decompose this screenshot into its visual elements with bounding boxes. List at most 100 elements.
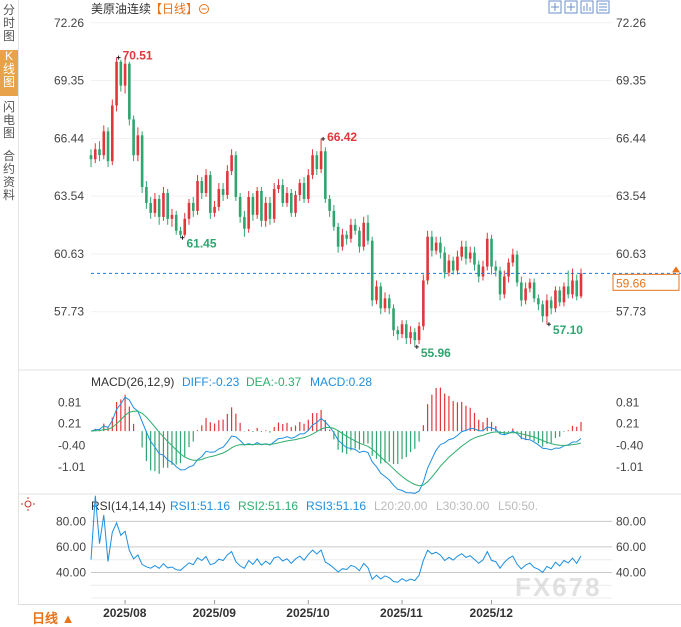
candle-body	[332, 210, 336, 227]
price-tick-right: 57.73	[616, 305, 646, 319]
candle-body	[243, 216, 246, 229]
tab-contract-info[interactable]: 合约资料	[0, 150, 18, 210]
tab-timeshare[interactable]: 分时图	[0, 4, 18, 44]
period-selector-button[interactable]: 日线 ▲	[32, 611, 75, 626]
watermark: FX678	[515, 572, 602, 602]
candle-body	[264, 202, 267, 221]
sun-icon[interactable]	[21, 497, 35, 511]
candle-body	[289, 192, 293, 213]
candle-body	[89, 155, 93, 160]
candle-body	[515, 254, 519, 283]
candle-body	[157, 198, 161, 217]
candle-body	[405, 324, 408, 339]
tab-contract-info-label: 合约资料	[2, 149, 15, 202]
rsi-tick-right: 60.00	[616, 540, 646, 554]
macd-tick-right: 0.81	[616, 395, 640, 409]
tab-kline-label: K线图	[2, 49, 15, 89]
price-tick-left: 66.44	[54, 131, 84, 145]
candle-body	[503, 276, 506, 295]
candle-body	[255, 190, 259, 215]
rsi1-value: RSI1:51.16	[170, 499, 230, 513]
x-axis: 2025/08 2025/09 2025/10 2025/11 2025/12	[103, 600, 513, 620]
candle-body	[353, 224, 357, 231]
candle-body	[579, 273, 583, 297]
candle-body	[328, 198, 331, 211]
candle-body	[281, 185, 285, 203]
candle-body	[119, 61, 123, 86]
macd-diff: DIFF:-0.23	[182, 375, 240, 389]
candle-body	[298, 183, 302, 195]
tab-kline[interactable]: K线图	[0, 50, 18, 96]
candle-body	[98, 149, 101, 156]
candle-body	[345, 234, 348, 239]
price-tick-left: 60.63	[54, 247, 84, 261]
x-tick-label: 2025/10	[286, 606, 330, 620]
candle-body	[392, 308, 395, 331]
candle-body	[260, 190, 263, 221]
candle-body	[396, 330, 400, 335]
rsi-tick-left: 40.00	[56, 565, 86, 579]
candle-body	[341, 234, 344, 247]
candle-body	[230, 155, 233, 172]
candle-body	[434, 242, 438, 251]
candle-body	[285, 192, 289, 203]
candle-body	[400, 324, 404, 335]
bar-chart-icon[interactable]	[580, 0, 594, 14]
candle-body	[251, 196, 255, 215]
rsi-l20: L20:20.00	[374, 499, 428, 513]
candle-body	[566, 286, 570, 295]
price-tick-right: 69.35	[616, 74, 646, 88]
price-tick-left: 63.54	[54, 189, 84, 203]
candle-body	[204, 175, 208, 193]
candle-body	[145, 187, 148, 203]
candle-body	[272, 189, 276, 219]
candle-body	[468, 252, 472, 259]
candle-body	[375, 286, 378, 301]
candle-body	[174, 214, 178, 231]
price-tick-right: 72.26	[616, 16, 646, 30]
settings-icon[interactable]	[596, 0, 610, 14]
tab-flash[interactable]: 闪电图	[0, 101, 18, 145]
candle-body	[166, 192, 169, 219]
candle-body	[430, 236, 434, 251]
candle-body	[315, 155, 319, 170]
candle-body	[191, 202, 195, 211]
rsi-line	[90, 495, 582, 583]
candle-body	[532, 282, 536, 299]
expand-icon[interactable]	[548, 0, 562, 14]
compress-icon[interactable]	[564, 0, 578, 14]
candle-body	[217, 189, 221, 207]
price-axis: 72.26 72.26 69.35 69.35 66.44 66.44 63.54 63.54…	[54, 16, 646, 319]
candle-body	[456, 256, 459, 271]
candle-body	[93, 149, 97, 160]
macd-label: MACD(26,12,9)	[91, 375, 174, 389]
minus-circle-icon[interactable]	[199, 4, 209, 14]
candle-body	[520, 282, 523, 301]
candle-body	[132, 119, 135, 156]
candle-body	[247, 196, 250, 229]
candle-body	[123, 63, 127, 86]
candle-body	[349, 224, 353, 239]
candle-body	[268, 202, 272, 219]
candle-body	[149, 202, 152, 213]
candle-body	[477, 264, 481, 277]
candlestick-series	[89, 57, 583, 347]
rsi3-value: RSI3:51.16	[306, 499, 366, 513]
rsi-l50: L50:50.	[498, 499, 538, 513]
price-tick-left: 72.26	[54, 16, 84, 30]
candle-body	[447, 260, 451, 273]
candle-body	[302, 183, 306, 199]
candle-body	[277, 185, 280, 190]
candle-body	[226, 171, 229, 195]
macd-tick-right: 0.21	[616, 417, 640, 431]
current-price-arrow-icon	[672, 266, 680, 273]
candle-body	[307, 175, 310, 199]
candle-body	[511, 254, 515, 263]
macd-tick-right: -1.01	[616, 460, 644, 474]
macd-tick-left: 0.81	[58, 395, 82, 409]
candle-body	[426, 236, 429, 281]
left-tab-bar: 分时图 K线图 闪电图 合约资料	[0, 0, 19, 624]
candle-body	[409, 332, 412, 339]
macd-tick-left: -0.40	[58, 438, 86, 452]
